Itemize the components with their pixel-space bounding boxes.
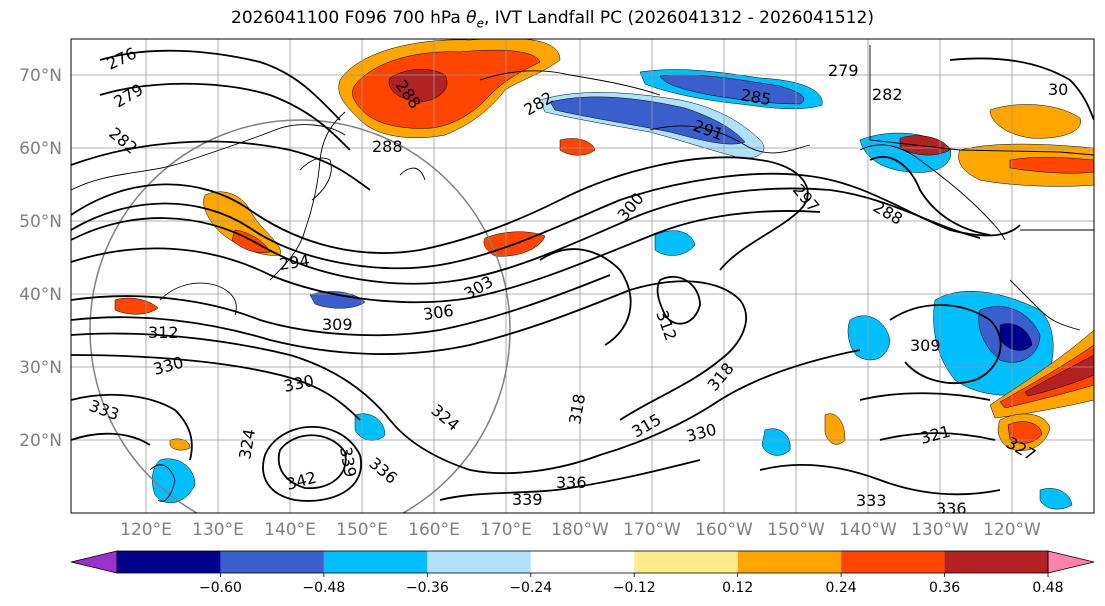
range-ring xyxy=(89,119,511,513)
contour-label: 309 xyxy=(322,315,353,334)
lon-label: 150°E xyxy=(336,520,388,540)
lon-label: 120°E xyxy=(120,520,172,540)
positive-anomaly-blob xyxy=(989,104,1081,139)
colorbar-segment xyxy=(944,551,1048,573)
colorbar-segment xyxy=(323,551,428,573)
colorbar-tick-label: −0.36 xyxy=(406,580,449,596)
colorbar-tick-label: −0.24 xyxy=(509,580,552,596)
colorbar-segment xyxy=(427,551,531,573)
negative-anomaly-blob xyxy=(309,291,366,309)
map-panel: 276 279 282 288 288 282 279 285 282 291 … xyxy=(71,39,1094,518)
colorbar: −0.60 −0.48 −0.36 −0.24 −0.12 0.12 0.24 0.36 0.4… xyxy=(70,550,1095,596)
contour-label: 333 xyxy=(856,491,887,510)
colorbar-extend-low xyxy=(70,550,118,574)
colorbar-tick-label: −0.60 xyxy=(199,580,242,596)
colorbar-extend-high xyxy=(1047,550,1095,574)
contour-label: 279 xyxy=(828,61,859,80)
lon-label: 140°W xyxy=(839,520,897,540)
positive-anomaly-blob xyxy=(1039,488,1073,510)
negative-anomaly-band xyxy=(549,96,746,145)
colorbar-tick-label: 0.12 xyxy=(722,580,753,596)
lon-label: 120°W xyxy=(983,520,1041,540)
colorbar-tick-label: 0.36 xyxy=(929,580,960,596)
positive-anomaly-blob xyxy=(352,49,541,129)
colorbar-segment xyxy=(737,551,842,573)
lon-label: 170°W xyxy=(623,520,681,540)
colorbar-segment xyxy=(117,551,221,573)
lon-label: 160°W xyxy=(695,520,753,540)
colorbar-tick-label: 0.24 xyxy=(826,580,857,596)
ivt-plume xyxy=(1024,354,1094,397)
colorbar-segment xyxy=(220,551,324,573)
negative-anomaly-blob xyxy=(899,135,951,156)
contour-label: 288 xyxy=(372,137,403,156)
negative-anomaly-blob xyxy=(152,458,196,504)
shading-layer xyxy=(114,39,1094,510)
colorbar-segments xyxy=(70,550,1095,574)
longitude-labels: 120°E 130°E 140°E 150°E 160°E 170°E 180°… xyxy=(120,520,1041,540)
positive-anomaly-blob xyxy=(1007,421,1043,444)
contour-label: 339 xyxy=(512,490,543,509)
lat-label: 40°N xyxy=(19,285,62,305)
ivt-plume xyxy=(999,344,1094,409)
negative-anomaly-blob xyxy=(354,413,386,441)
negative-anomaly-blob xyxy=(654,230,696,256)
negative-anomaly-blob xyxy=(761,428,791,456)
latitude-labels: 70°N 60°N 50°N 40°N 30°N 20°N xyxy=(19,66,62,451)
negative-anomaly-blob xyxy=(847,315,891,361)
contour-label: 30 xyxy=(1048,80,1068,99)
theta-e-contours xyxy=(71,49,1094,502)
lon-label: 130°W xyxy=(911,520,969,540)
positive-anomaly-blob xyxy=(388,69,448,103)
positive-anomaly-blob xyxy=(1009,157,1094,174)
lon-label: 150°W xyxy=(767,520,825,540)
positive-anomaly-blob xyxy=(169,438,191,451)
colorbar-segment xyxy=(530,551,635,573)
lon-label: 140°E xyxy=(264,520,316,540)
lon-label: 180°W xyxy=(551,520,609,540)
lat-label: 20°N xyxy=(19,431,62,451)
colorbar-tick-label: 0.48 xyxy=(1032,580,1063,596)
coastlines xyxy=(71,45,1094,502)
colorbar-ticks: −0.60 −0.48 −0.36 −0.24 −0.12 0.12 0.24 0.36 0.4… xyxy=(199,573,1064,596)
lon-label: 170°E xyxy=(480,520,532,540)
negative-anomaly-band xyxy=(659,74,805,105)
positive-anomaly-blob xyxy=(559,138,596,156)
figure-title: 2026041100 F096 700 hPa θe, IVT Landfall… xyxy=(231,8,874,31)
contour-label: 312 xyxy=(148,323,179,342)
lat-label: 30°N xyxy=(19,358,62,378)
lon-label: 160°E xyxy=(408,520,460,540)
contour-label: 309 xyxy=(910,336,941,355)
positive-anomaly-blob xyxy=(114,297,159,315)
lat-label: 70°N xyxy=(19,66,62,86)
lon-label: 130°E xyxy=(192,520,244,540)
colorbar-tick-label: −0.12 xyxy=(613,580,656,596)
lat-label: 50°N xyxy=(19,212,62,232)
colorbar-frame xyxy=(116,550,1049,574)
colorbar-tick-label: −0.48 xyxy=(302,580,345,596)
contour-label: 336 xyxy=(936,499,967,518)
colorbar-segment xyxy=(634,551,738,573)
contour-label: 306 xyxy=(422,301,455,324)
negative-anomaly-blob xyxy=(999,323,1033,351)
contour-label: 336 xyxy=(556,473,587,492)
contour-label: 282 xyxy=(872,85,903,104)
lat-label: 60°N xyxy=(19,139,62,159)
map-frame xyxy=(70,38,1095,514)
contour-label: 294 xyxy=(278,251,311,274)
colorbar-segment xyxy=(841,551,945,573)
